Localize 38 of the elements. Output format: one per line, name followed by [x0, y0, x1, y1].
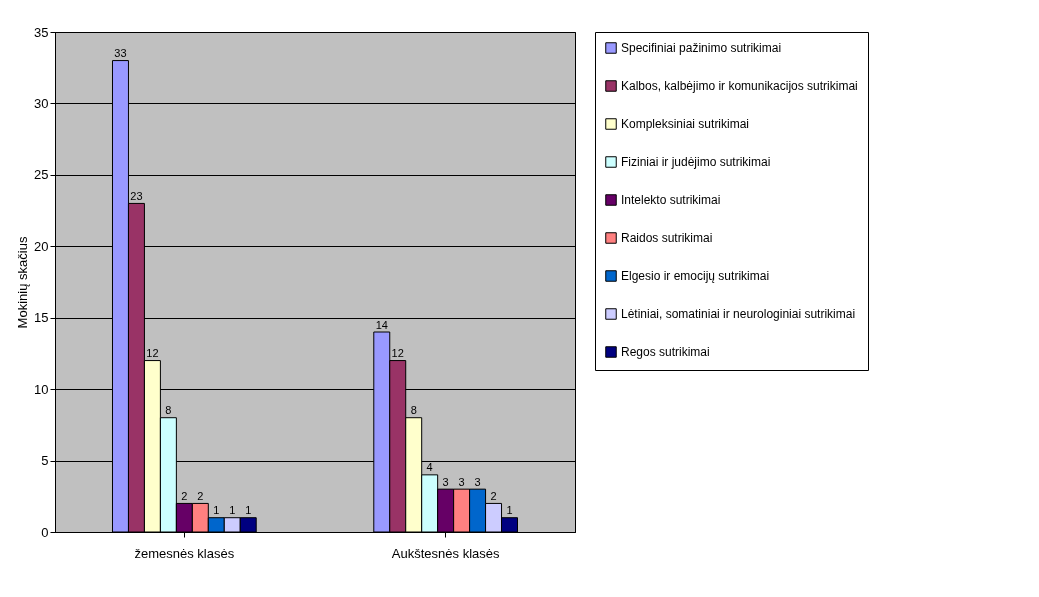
data-label: 1 [213, 504, 220, 517]
data-label: 12 [146, 347, 159, 360]
data-label: 1 [506, 504, 513, 517]
y-tick-label: 25 [34, 167, 49, 183]
legend-label: Lėtiniai, somatiniai ir neurologiniai sutrikimai [621, 307, 856, 321]
legend-label: Raidos sutrikimai [621, 231, 713, 245]
y-axis-title: Mokinių skačius [15, 236, 31, 329]
y-tick-label: 30 [34, 95, 49, 111]
data-label: 2 [490, 489, 497, 502]
y-tick-label: 0 [41, 524, 49, 540]
y-tick-label: 10 [34, 381, 49, 397]
data-label: 3 [474, 475, 481, 488]
data-label: 8 [410, 404, 417, 417]
legend-label: Regos sutrikimai [621, 345, 710, 359]
data-label: 1 [229, 504, 236, 517]
x-tick-label: Aukštesnės klasės [391, 545, 500, 561]
y-tick-label: 20 [34, 238, 49, 254]
data-label: 8 [165, 404, 172, 417]
legend-label: Kalbos, kalbėjimo ir komunikacijos sutrikimai [621, 79, 858, 93]
data-label: 14 [375, 318, 388, 331]
data-label: 4 [426, 461, 433, 474]
y-tick-label: 15 [34, 310, 49, 326]
data-label: 3 [458, 475, 465, 488]
data-label: 2 [197, 489, 204, 502]
data-label: 3 [442, 475, 449, 488]
data-label: 23 [130, 189, 143, 202]
legend-label: Specifiniai pažinimo sutrikimai [621, 41, 782, 55]
data-label: 1 [245, 504, 252, 517]
legend-label: Elgesio ir emocijų sutrikimai [621, 269, 770, 283]
data-label: 12 [391, 347, 404, 360]
legend-label: Kompleksiniai sutrikimai [621, 117, 750, 131]
x-tick-label: žemesnės klasės [134, 545, 235, 561]
y-tick-label: 5 [41, 453, 49, 469]
y-tick-label: 35 [34, 24, 49, 40]
legend-label: Fiziniai ir judėjimo sutrikimai [621, 155, 771, 169]
legend-label: Intelekto sutrikimai [621, 193, 721, 207]
data-label: 33 [114, 47, 127, 60]
data-label: 2 [181, 489, 188, 502]
